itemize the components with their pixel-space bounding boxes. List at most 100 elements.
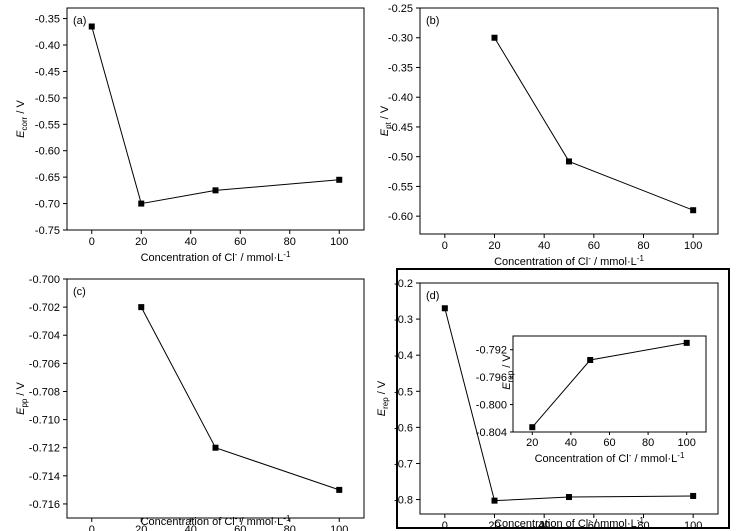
- y-tick-label: -0.45: [35, 66, 60, 78]
- x-axis-label-unit: / mmol·L: [237, 516, 283, 528]
- y-tick-label: -0.712: [29, 443, 60, 455]
- data-point: [212, 187, 219, 194]
- series-line: [444, 308, 694, 502]
- x-axis-label-text: Concentration of Cl: [141, 516, 235, 528]
- y-axis-label-sub: pt: [384, 121, 393, 128]
- panel-c: 0 20 40 60 80 100 -0.716 -0.714 -0.712 -0.710 -0.7…: [15, 274, 365, 531]
- x-tick-label: 0: [442, 520, 448, 531]
- y-tick-label: -0.792: [476, 345, 507, 357]
- data-point: [683, 339, 690, 346]
- y-tick-label: -0.800: [476, 400, 507, 412]
- y-tick-label: -0.55: [35, 119, 60, 131]
- y-tick-label: -0.75: [35, 225, 60, 237]
- y-tick-label: -0.55: [388, 181, 413, 193]
- y-tick-label: -0.2: [394, 278, 413, 290]
- x-axis-label-text: Concentration of Cl: [494, 518, 588, 530]
- x-axis-label-sup: -: [629, 451, 632, 460]
- x-tick-label: 100: [330, 236, 348, 248]
- y-tick-label: -0.710: [29, 415, 60, 427]
- y-tick-label: -0.714: [29, 471, 60, 483]
- series-line: [91, 26, 340, 205]
- y-tick-label: -0.716: [29, 499, 60, 511]
- panel-label: (b): [426, 15, 439, 27]
- x-axis-label-sup: -: [588, 516, 591, 525]
- x-tick-label: 20: [488, 240, 500, 252]
- data-point: [690, 492, 697, 499]
- panel-d-inset: 20 40 60 80 100 -0.804 -0.800 -0.796 -0.792 Conce…: [476, 335, 707, 465]
- data-point: [491, 34, 498, 41]
- series-line: [140, 306, 340, 491]
- x-axis-label: Concentration of Cl- / mmol·L-1: [494, 516, 644, 530]
- x-tick-label: 60: [588, 240, 600, 252]
- y-axis-label-unit: / V: [15, 100, 27, 117]
- x-tick-label: 0: [89, 524, 95, 531]
- y-tick-label: -0.60: [388, 211, 413, 223]
- y-axis-label-symbol: E: [376, 408, 388, 416]
- x-axis-label: Concentration of Cl- / mmol·L-1: [141, 514, 291, 528]
- y-axis-label-unit: / V: [15, 381, 27, 398]
- y-tick-label: -0.4: [394, 350, 413, 362]
- y-axis-label-symbol: E: [501, 382, 513, 390]
- y-axis-label: Erep / V: [501, 354, 515, 390]
- y-tick-label: -0.40: [388, 92, 413, 104]
- panel-d: 0 20 40 60 80 100 -0.8 -0.7 -0.6 -0.5 -0.4 -0.3 -0.2…: [376, 278, 719, 531]
- data-point: [529, 424, 536, 431]
- y-tick-label: -0.30: [388, 33, 413, 45]
- x-axis-label: Concentration of Cl- / mmol·L-1: [535, 451, 685, 465]
- y-tick-label: -0.50: [35, 93, 60, 105]
- plot-frame: [66, 7, 365, 231]
- x-tick-label: 40: [538, 240, 550, 252]
- y-axis-label-sub: rep: [506, 370, 515, 382]
- data-point: [690, 207, 697, 214]
- x-axis-label-unit: / mmol·L: [631, 453, 677, 465]
- x-tick-label: 100: [678, 437, 696, 449]
- x-axis-label-sup: -1: [283, 514, 291, 523]
- y-axis-label-sub: rep: [381, 397, 390, 409]
- y-tick-label: -0.45: [388, 122, 413, 134]
- x-axis-label-sup: -1: [283, 250, 291, 259]
- plot-frame: [66, 278, 365, 519]
- x-axis-label-sup: -: [588, 254, 591, 263]
- x-axis-label-unit: / mmol·L: [237, 252, 283, 264]
- y-tick-label: -0.25: [388, 3, 413, 15]
- y-axis-label-unit: / V: [376, 380, 388, 397]
- y-axis-label: Ept / V: [379, 105, 393, 136]
- x-tick-label: 80: [284, 236, 296, 248]
- y-tick-label: -0.3: [394, 314, 413, 326]
- y-axis-label-symbol: E: [15, 407, 27, 415]
- x-tick-label: 60: [588, 520, 600, 531]
- data-point: [441, 305, 448, 312]
- x-axis-label: Concentration of Cl- / mmol·L-1: [141, 250, 291, 264]
- data-point: [587, 357, 594, 363]
- x-axis-label-sup: -1: [637, 516, 645, 525]
- y-tick-label: -0.704: [29, 330, 60, 342]
- y-axis-label: Erep / V: [376, 380, 390, 416]
- plot-frame: [419, 282, 719, 515]
- x-tick-label: 40: [565, 437, 577, 449]
- x-tick-label: 0: [442, 240, 448, 252]
- x-tick-label: 60: [603, 437, 615, 449]
- x-tick-label: 40: [185, 524, 197, 531]
- y-tick-label: -0.40: [35, 40, 60, 52]
- y-tick-label: -0.702: [29, 302, 60, 314]
- y-axis-label: Epp / V: [15, 381, 29, 414]
- x-axis-label-text: Concentration of Cl: [141, 252, 235, 264]
- x-tick-label: 40: [185, 236, 197, 248]
- y-axis-label-sub: corr: [20, 116, 29, 130]
- x-axis-label-text: Concentration of Cl: [535, 453, 629, 465]
- x-axis-label-text: Concentration of Cl: [494, 256, 588, 268]
- x-axis-label-unit: / mmol·L: [591, 256, 637, 268]
- x-tick-label: 0: [89, 236, 95, 248]
- data-point: [88, 23, 95, 30]
- data-point: [212, 444, 219, 451]
- x-tick-label: 100: [684, 520, 702, 531]
- x-axis-label-sup: -: [235, 514, 238, 523]
- plot-frame: [419, 7, 719, 235]
- panel-b: 0 20 40 60 80 100 -0.60 -0.55 -0.50 -0.45 -0.40 -0.…: [379, 3, 719, 268]
- x-tick-label: 100: [330, 524, 348, 531]
- x-axis-label: Concentration of Cl- / mmol·L-1: [494, 254, 644, 268]
- x-tick-label: 20: [135, 236, 147, 248]
- y-tick-label: -0.60: [35, 146, 60, 158]
- data-point: [138, 200, 145, 207]
